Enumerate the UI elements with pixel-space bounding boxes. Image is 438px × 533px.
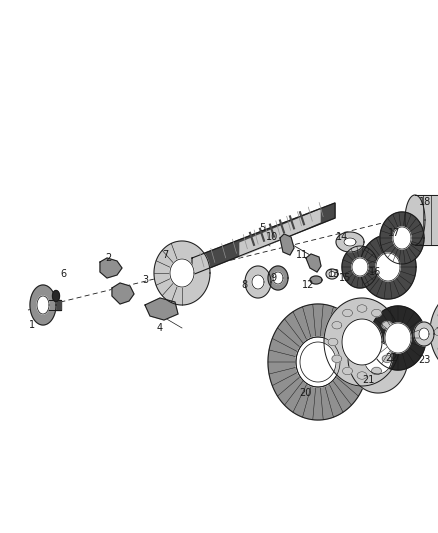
Polygon shape <box>273 272 283 284</box>
Polygon shape <box>268 304 368 420</box>
Ellipse shape <box>357 305 367 312</box>
Polygon shape <box>352 258 368 276</box>
Polygon shape <box>342 319 382 365</box>
Polygon shape <box>326 269 338 279</box>
Text: 13: 13 <box>328 269 340 279</box>
Ellipse shape <box>382 355 392 362</box>
Text: 18: 18 <box>419 197 431 207</box>
Polygon shape <box>268 266 288 290</box>
Polygon shape <box>170 259 194 287</box>
Polygon shape <box>145 298 178 320</box>
Text: 23: 23 <box>418 355 430 365</box>
Polygon shape <box>348 323 408 393</box>
Polygon shape <box>380 212 424 264</box>
Polygon shape <box>393 227 411 249</box>
Text: 22: 22 <box>386 353 398 363</box>
Ellipse shape <box>343 367 353 375</box>
Ellipse shape <box>434 328 438 336</box>
Text: 2: 2 <box>105 253 111 263</box>
Polygon shape <box>240 210 320 257</box>
Text: 10: 10 <box>266 232 278 242</box>
Polygon shape <box>154 241 210 305</box>
Ellipse shape <box>405 195 425 245</box>
Polygon shape <box>245 266 271 298</box>
Ellipse shape <box>371 309 381 317</box>
Polygon shape <box>336 232 364 252</box>
Text: 3: 3 <box>142 275 148 285</box>
Bar <box>43 300 61 310</box>
Ellipse shape <box>343 309 353 317</box>
Ellipse shape <box>328 338 338 346</box>
Polygon shape <box>329 271 335 277</box>
Ellipse shape <box>382 321 392 329</box>
Polygon shape <box>112 283 134 304</box>
Text: 12: 12 <box>302 280 314 290</box>
Polygon shape <box>296 337 340 387</box>
Polygon shape <box>100 258 122 278</box>
Ellipse shape <box>386 338 396 346</box>
Text: 15: 15 <box>339 273 351 283</box>
Text: 17: 17 <box>388 228 400 238</box>
Polygon shape <box>385 323 411 353</box>
Text: 11: 11 <box>296 250 308 260</box>
Ellipse shape <box>332 355 342 362</box>
Text: 8: 8 <box>241 280 247 290</box>
Polygon shape <box>296 337 340 387</box>
Polygon shape <box>310 276 322 284</box>
Text: 14: 14 <box>336 232 348 242</box>
Polygon shape <box>252 275 264 289</box>
Polygon shape <box>419 328 429 340</box>
Polygon shape <box>376 253 400 281</box>
Polygon shape <box>37 296 49 314</box>
Polygon shape <box>300 342 336 382</box>
Ellipse shape <box>332 321 342 329</box>
Text: 7: 7 <box>162 250 168 260</box>
Polygon shape <box>415 195 438 245</box>
Text: 9: 9 <box>270 273 276 283</box>
Polygon shape <box>342 246 378 288</box>
Text: 16: 16 <box>369 267 381 277</box>
Polygon shape <box>30 285 56 325</box>
Polygon shape <box>360 235 416 299</box>
Polygon shape <box>370 306 426 370</box>
Text: 5: 5 <box>259 223 265 233</box>
Ellipse shape <box>371 367 381 375</box>
Polygon shape <box>430 288 438 376</box>
Text: 21: 21 <box>362 375 374 385</box>
Text: 20: 20 <box>299 388 311 398</box>
Text: 1: 1 <box>29 320 35 330</box>
Text: 6: 6 <box>60 269 66 279</box>
Ellipse shape <box>357 372 367 379</box>
Polygon shape <box>306 254 321 272</box>
Polygon shape <box>414 322 434 346</box>
Polygon shape <box>280 234 294 255</box>
Polygon shape <box>364 342 392 374</box>
Polygon shape <box>436 327 438 333</box>
Ellipse shape <box>53 290 60 302</box>
Polygon shape <box>344 238 356 246</box>
Text: 4: 4 <box>157 323 163 333</box>
Polygon shape <box>192 203 335 275</box>
Polygon shape <box>324 298 400 386</box>
